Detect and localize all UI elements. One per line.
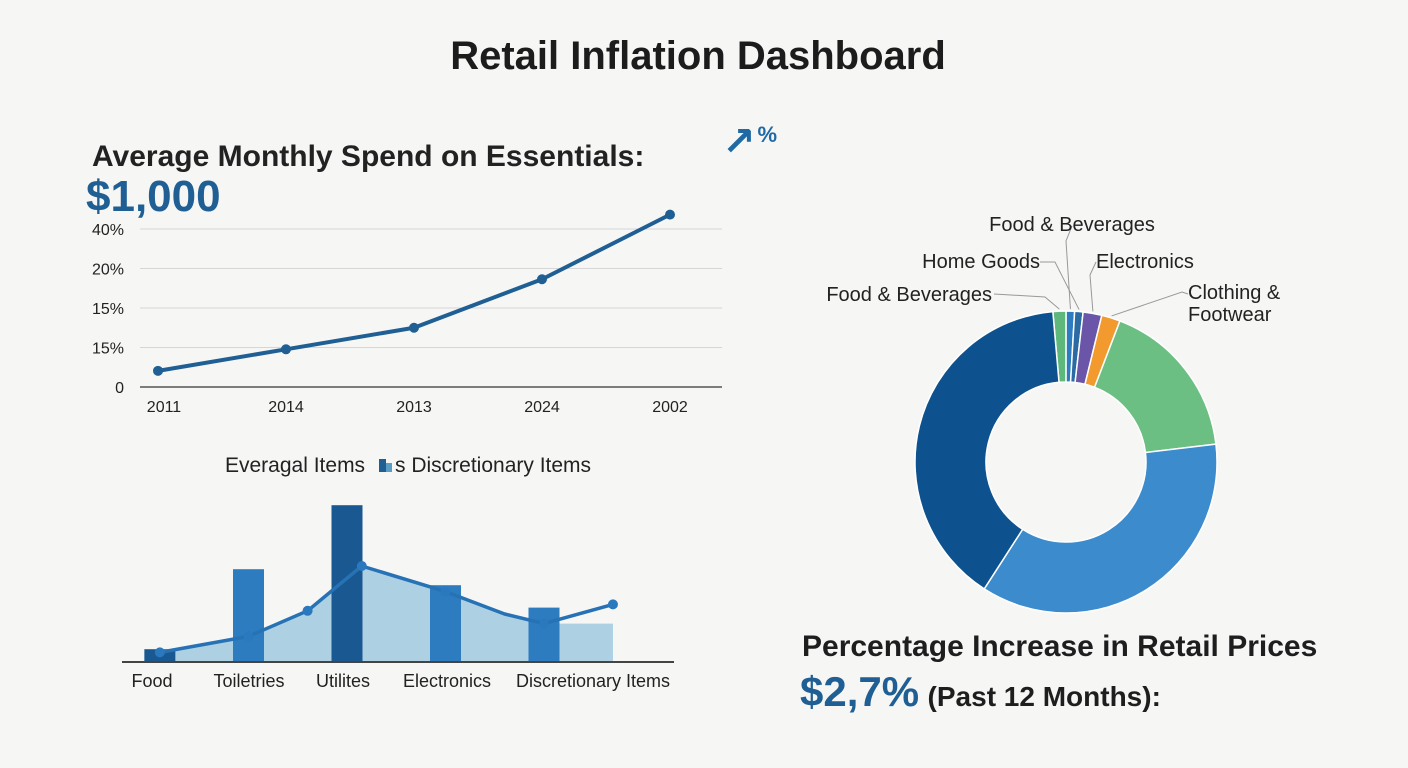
bar — [528, 607, 560, 662]
donut-leader-line — [993, 293, 1060, 310]
pct-increase-value: $2,7% — [800, 668, 920, 715]
bar-trend-point — [440, 586, 451, 597]
spend-value: $1,000 — [86, 172, 221, 221]
bar-legend-label: s Discretionary Items — [395, 454, 591, 477]
donut-leader-line — [1111, 291, 1189, 317]
line-point — [409, 322, 419, 333]
line-y-tick: 0 — [115, 380, 124, 397]
bar-legend-swatch — [379, 459, 386, 472]
bar-trend-line — [159, 564, 614, 655]
bar — [233, 569, 264, 662]
donut-label: Home Goods — [922, 251, 1040, 273]
bar-trend-point — [154, 647, 165, 658]
top-indicator: ↗% — [722, 122, 777, 162]
trend-arrow-icon: ↗ — [722, 120, 756, 164]
line-chart: 0 15% 15% 20% 40% 2011 2014 2013 2024 2002 — [92, 209, 722, 416]
bar — [331, 505, 363, 662]
donut-label: Food & Beverages — [826, 284, 992, 306]
bar-trend-point — [356, 561, 367, 571]
donut-label-line-1: Clothing & — [1188, 282, 1281, 304]
bar-category-label: Food — [131, 671, 172, 691]
pct-increase-title: Percentage Increase in Retail Prices — [802, 630, 1318, 663]
donut-leader-line — [1040, 261, 1080, 310]
line-x-tick: 2014 — [268, 399, 304, 416]
line-point — [153, 365, 163, 376]
bar-category-label: Discretionary Items — [516, 671, 670, 691]
bar-category-label: Utilites — [316, 671, 370, 691]
donut-leader-line — [1065, 225, 1073, 310]
bar-trend-point — [243, 631, 254, 642]
bar-legend-label: Everagal Items — [225, 454, 365, 477]
bar-trend-point — [607, 599, 618, 610]
spend-label: Average Monthly Spend on Essentials: — [92, 140, 645, 173]
line-point — [281, 344, 291, 355]
donut-chart: Food & Beverages Food & Beverages Home Goo… — [826, 214, 1281, 614]
line-x-tick: 2002 — [652, 399, 688, 416]
pct-increase-note: (Past 12 Months): — [927, 681, 1161, 712]
line-x-tick: 2011 — [147, 399, 182, 416]
donut-label: Food & Beverages — [989, 214, 1155, 236]
top-indicator-value: % — [757, 122, 778, 147]
bar — [430, 585, 461, 662]
donut-slice — [983, 443, 1218, 614]
pct-increase-row: $2,7% (Past 12 Months): — [800, 668, 1161, 716]
donut-leader-line — [1089, 261, 1097, 312]
line-y-tick: 15% — [92, 301, 124, 318]
donut-label-line-2: Footwear — [1188, 304, 1272, 326]
line-x-tick: 2024 — [524, 399, 560, 416]
bar-category-label: Toiletries — [213, 671, 284, 691]
bar-trend-point — [539, 618, 549, 629]
bar-trend-point — [302, 605, 313, 616]
line-point — [537, 274, 547, 285]
line-y-tick: 20% — [92, 262, 124, 279]
line-point — [665, 209, 675, 220]
line-y-tick: 40% — [92, 222, 124, 239]
bar-legend-swatch — [386, 463, 392, 472]
bar-chart: Food Toiletries Utilites Electronics Discret… — [122, 454, 674, 691]
line-y-tick: 15% — [92, 341, 124, 358]
dashboard-title: Retail Inflation Dashboard — [450, 34, 946, 78]
donut-label: Electronics — [1096, 251, 1194, 273]
donut-slice — [914, 310, 1060, 590]
donut-slice — [1093, 319, 1217, 454]
bar-area-fill — [159, 566, 613, 662]
bar-category-label: Electronics — [403, 671, 491, 691]
line-x-tick: 2013 — [396, 399, 432, 416]
